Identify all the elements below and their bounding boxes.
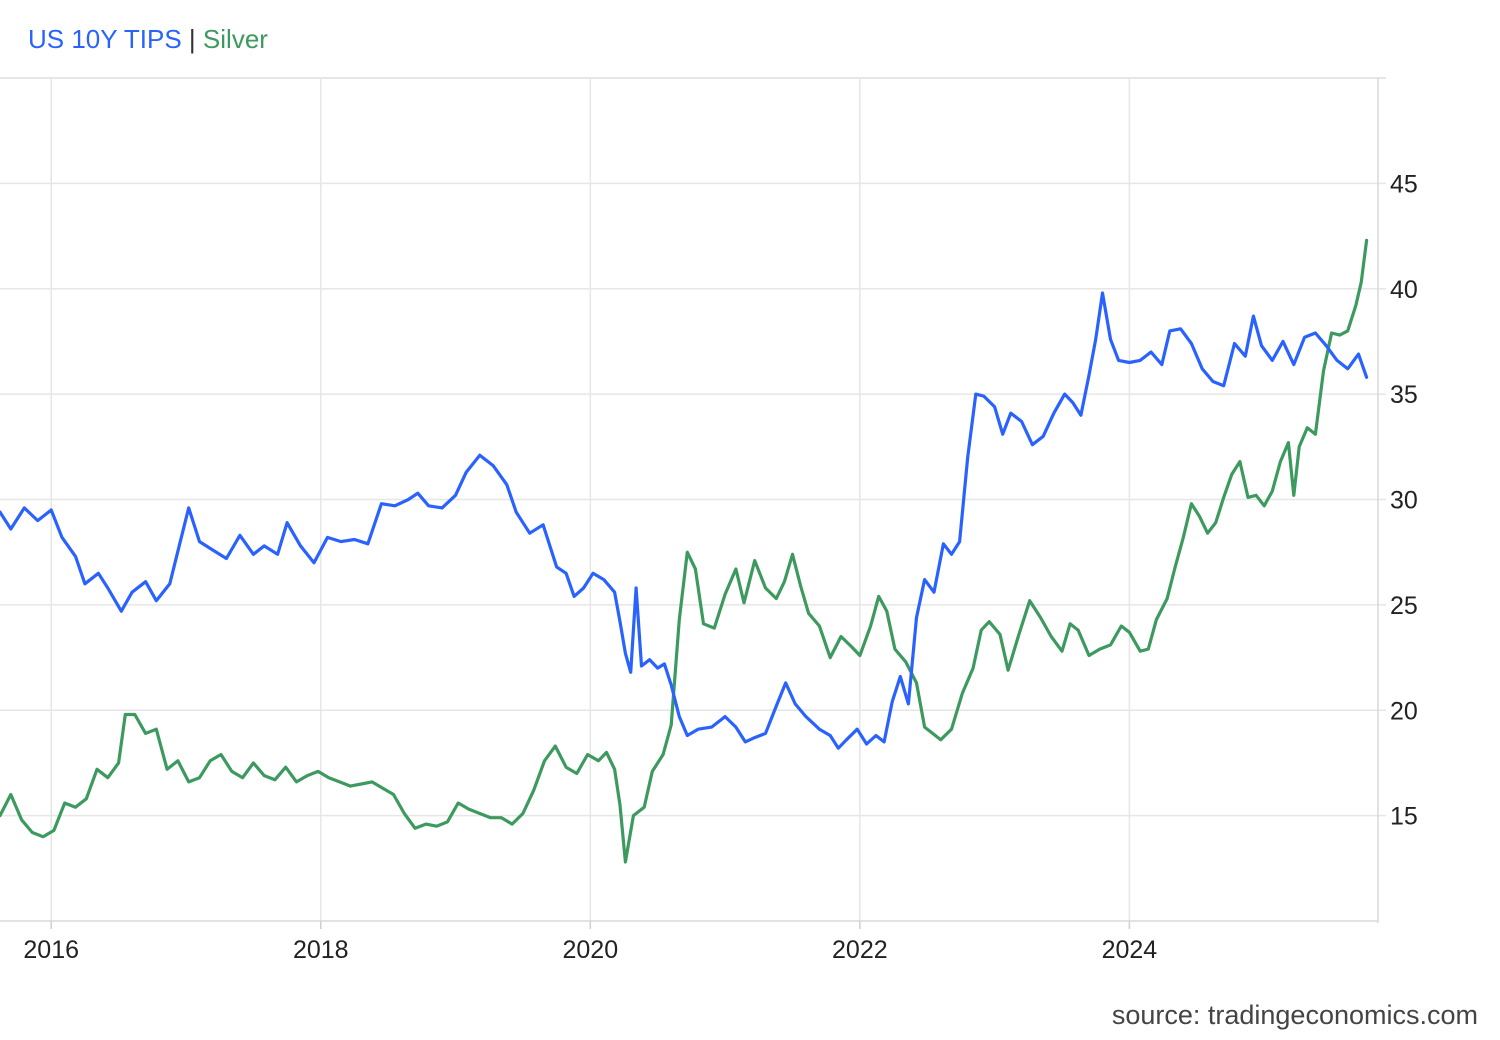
legend-separator: |: [188, 24, 196, 54]
line-chart: 15 20 25 30 35 40 45 2016 2018 2020 2022 2024: [0, 77, 1418, 964]
x-tick-label: 2018: [293, 936, 349, 964]
x-tick-label: 2024: [1102, 936, 1158, 964]
y-tick-label: 35: [1390, 381, 1418, 409]
y-tick-label: 20: [1390, 697, 1418, 725]
source-note[interactable]: source: tradingeconomics.com: [1111, 1000, 1478, 1030]
grid-lines: [0, 77, 1386, 921]
x-tick-label: 2020: [562, 936, 618, 964]
x-tick-label: 2016: [23, 936, 79, 964]
legend-silver[interactable]: Silver: [202, 24, 268, 54]
series-line-tips[interactable]: [0, 291, 1369, 750]
series-line-silver[interactable]: [0, 238, 1369, 864]
y-tick-label: 25: [1390, 592, 1418, 620]
y-tick-label: 45: [1390, 170, 1418, 198]
x-tick-label: 2022: [832, 936, 888, 964]
axes: 15 20 25 30 35 40 45 2016 2018 2020 2022 2024: [0, 78, 1418, 964]
y-tick-label: 40: [1390, 276, 1418, 304]
series-layer: [0, 238, 1369, 864]
y-tick-label: 30: [1390, 487, 1418, 515]
y-tick-label: 15: [1390, 803, 1418, 831]
chart-legend: US 10Y TIPS | Silver: [28, 22, 268, 56]
legend-tips[interactable]: US 10Y TIPS: [28, 24, 182, 54]
